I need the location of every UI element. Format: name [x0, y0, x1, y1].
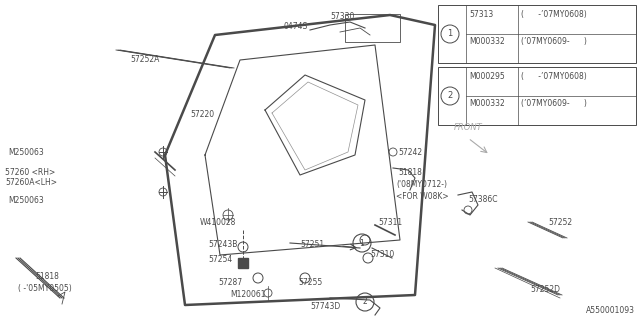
FancyBboxPatch shape — [438, 67, 636, 125]
Text: M000332: M000332 — [469, 99, 505, 108]
Text: 57252: 57252 — [548, 218, 572, 227]
Text: 57243B: 57243B — [208, 240, 237, 249]
Text: (’07MY0609-      ): (’07MY0609- ) — [521, 37, 587, 46]
Text: 57260A<LH>: 57260A<LH> — [5, 178, 57, 187]
Text: M250063: M250063 — [8, 196, 44, 205]
Text: M250063: M250063 — [8, 148, 44, 157]
Text: 57310: 57310 — [370, 250, 394, 259]
FancyBboxPatch shape — [438, 5, 636, 63]
Text: 57252D: 57252D — [530, 285, 560, 294]
Text: M000332: M000332 — [469, 37, 505, 46]
Text: 57313: 57313 — [469, 10, 493, 19]
Text: 1: 1 — [360, 238, 364, 247]
Text: (’07MY0609-      ): (’07MY0609- ) — [521, 99, 587, 108]
Text: 57254: 57254 — [208, 255, 232, 264]
Text: 2: 2 — [363, 298, 367, 307]
Text: 57242: 57242 — [398, 148, 422, 157]
Text: M120061: M120061 — [230, 290, 266, 299]
Text: 57386C: 57386C — [468, 195, 497, 204]
Text: W410028: W410028 — [200, 218, 236, 227]
Text: 57220: 57220 — [190, 110, 214, 119]
Text: 51818: 51818 — [398, 168, 422, 177]
Text: A550001093: A550001093 — [586, 306, 635, 315]
Text: 57311: 57311 — [378, 218, 402, 227]
Text: ( -'05MY0505): ( -'05MY0505) — [18, 284, 72, 293]
Text: 57255: 57255 — [298, 278, 323, 287]
Text: 57330: 57330 — [330, 12, 355, 21]
Text: 57743D: 57743D — [310, 302, 340, 311]
Text: 57287: 57287 — [218, 278, 242, 287]
Text: M000295: M000295 — [469, 72, 505, 81]
Text: 51818: 51818 — [35, 272, 59, 281]
Text: FRONT: FRONT — [454, 124, 483, 132]
Text: 57251: 57251 — [300, 240, 324, 249]
Text: (      -’07MY0608): ( -’07MY0608) — [521, 10, 587, 19]
Text: (      -’07MY0608): ( -’07MY0608) — [521, 72, 587, 81]
Text: 1: 1 — [447, 29, 452, 38]
Text: 2: 2 — [447, 92, 452, 100]
Text: ('08MY0712-): ('08MY0712-) — [396, 180, 447, 189]
Bar — [345, 14, 400, 42]
Polygon shape — [238, 258, 248, 268]
Text: 57252A: 57252A — [130, 55, 159, 64]
Text: 0474S: 0474S — [283, 22, 307, 31]
Text: 57260 <RH>: 57260 <RH> — [5, 168, 55, 177]
Text: <FOR W08K>: <FOR W08K> — [396, 192, 449, 201]
